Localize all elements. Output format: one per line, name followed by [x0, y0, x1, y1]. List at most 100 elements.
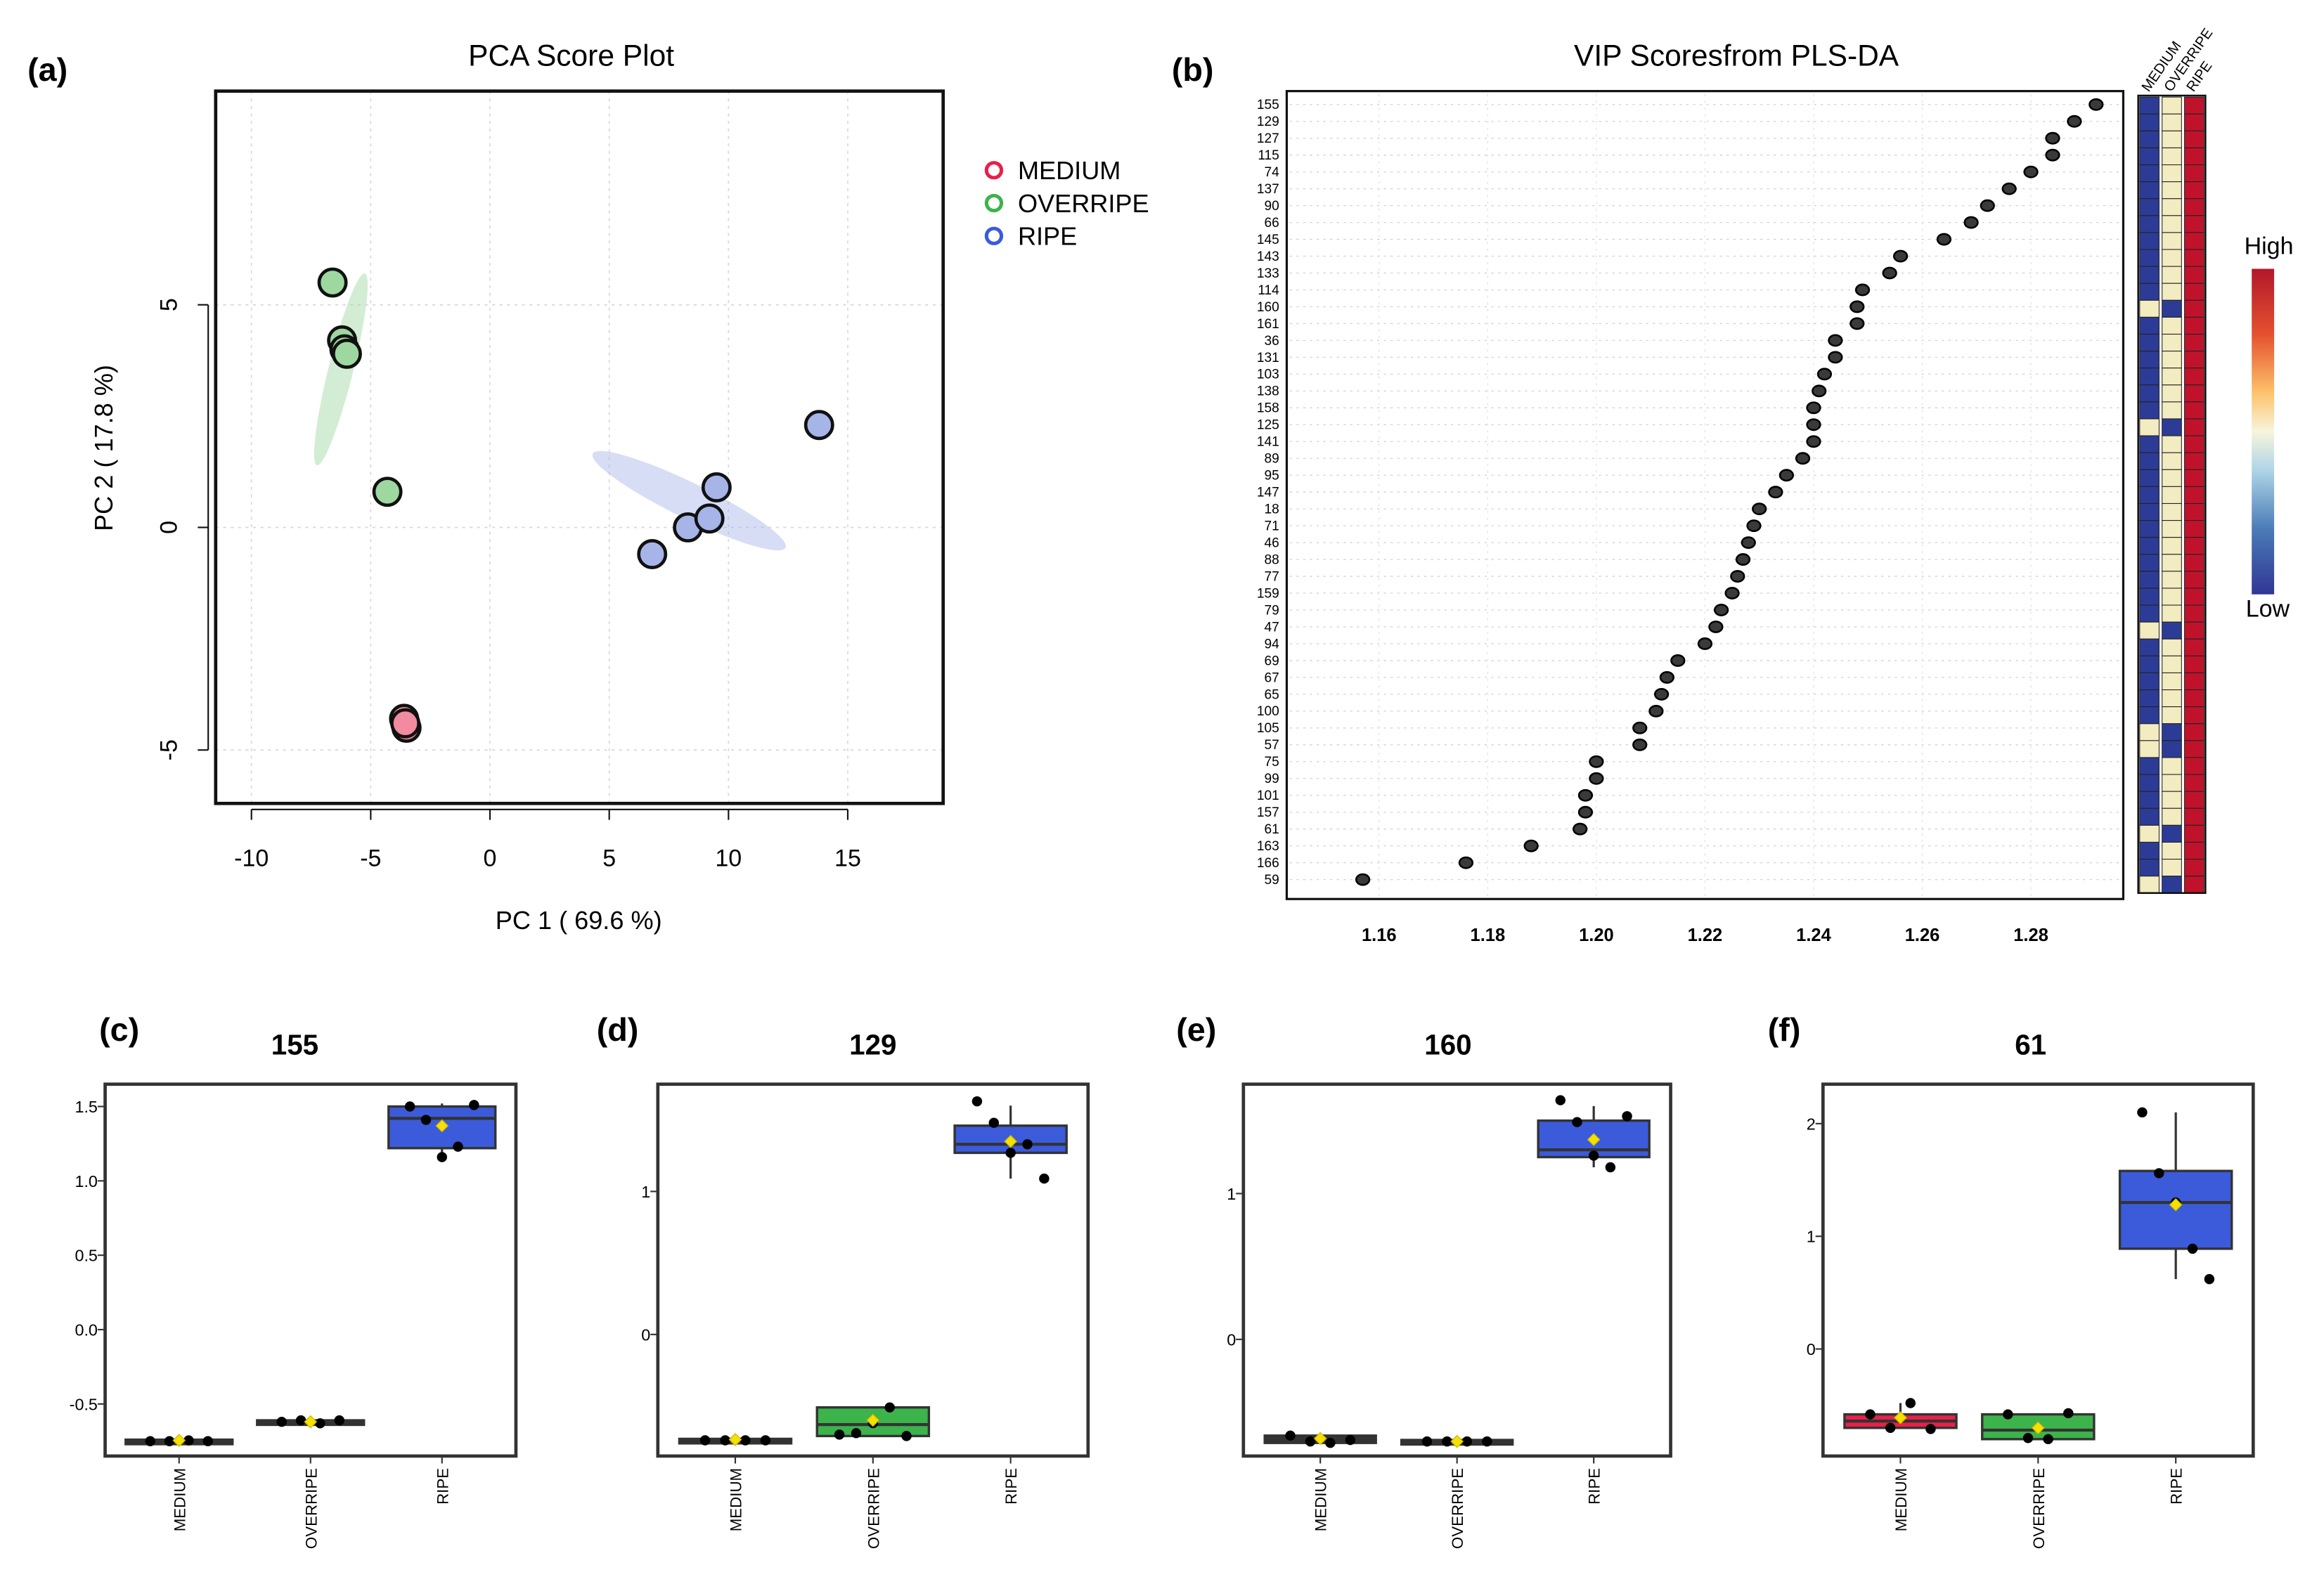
heatmap-cell: [2139, 316, 2160, 335]
heatmap-cell: [2162, 757, 2182, 775]
boxplot-point: [1865, 1409, 1876, 1420]
heatmap-cell: [2162, 96, 2182, 115]
vip-feature-label: 166: [1257, 856, 1279, 871]
boxplot-mean-marker: [1450, 1434, 1464, 1448]
vip-point: [1589, 772, 1604, 785]
boxplot-y-tick-label: 0.5: [75, 1247, 97, 1265]
boxplot-x-tick-label: MEDIUM: [1312, 1468, 1330, 1531]
pca-x-tick-label: 0: [484, 845, 497, 872]
vip-point: [1724, 587, 1740, 599]
heatmap-cell: [2162, 740, 2182, 758]
boxplot-x-tick-label: RIPE: [2168, 1468, 2186, 1505]
heatmap-cell: [2184, 537, 2204, 555]
panel-b-letter: (b): [1172, 51, 1214, 88]
vip-point: [2023, 165, 2039, 179]
heatmap-cell: [2162, 588, 2182, 606]
boxplot-point: [1039, 1173, 1050, 1184]
heatmap-cell: [2139, 621, 2160, 640]
vip-feature-label: 88: [1265, 552, 1279, 567]
heatmap-cell: [2184, 418, 2204, 436]
vip-feature-label: 161: [1257, 317, 1279, 332]
boxplot-point: [2204, 1273, 2215, 1285]
pca-title: PCA Score Plot: [468, 40, 674, 73]
vip-point: [1653, 687, 1670, 701]
boxplot-x-tick-label: OVERRIPE: [2030, 1468, 2048, 1549]
heatmap-cell: [2162, 571, 2182, 589]
heatmap-cell: [2139, 520, 2160, 538]
heatmap-cell: [2162, 283, 2182, 301]
boxplot-y-tick-label: 1: [1807, 1228, 1816, 1246]
heatmap-cell: [2162, 841, 2182, 860]
heatmap-cell: [2184, 723, 2204, 741]
vip-feature-label: 129: [1257, 115, 1279, 129]
pca-point-medium: [390, 708, 421, 739]
heatmap-cell: [2162, 198, 2182, 216]
boxplot-y-tick-label: 1.5: [75, 1098, 97, 1116]
boxplot-mean-marker: [2031, 1421, 2045, 1435]
pca-y-tick-label: 5: [156, 298, 183, 311]
boxplot-y-tick-label: 2: [1807, 1115, 1816, 1133]
heatmap-cell: [2139, 554, 2160, 572]
heatmap-cell: [2162, 672, 2182, 691]
boxplot-point: [720, 1435, 730, 1446]
heatmap-cell: [2162, 486, 2182, 505]
boxplot-x-tick-label: MEDIUM: [727, 1468, 744, 1531]
vip-point: [1589, 755, 1604, 768]
boxplot-point: [760, 1435, 771, 1446]
heatmap-cell: [2184, 588, 2204, 606]
heatmap-cell: [2184, 147, 2204, 166]
panel-e-box: (e) 160 0 1 MEDIUM OVERRIPE RIPE: [1176, 1011, 1672, 1549]
heatmap-cell: [2184, 655, 2204, 674]
vip-x-tick-label: 1.24: [1796, 926, 1831, 945]
vip-point: [1577, 805, 1594, 819]
heatmap-cell: [2162, 384, 2182, 403]
heatmap-cell: [2184, 859, 2204, 877]
heatmap-cell: [2139, 807, 2160, 826]
boxplot-mean-marker: [728, 1433, 742, 1446]
vip-point: [1778, 469, 1794, 482]
vip-x-tick-label: 1.20: [1579, 926, 1614, 945]
boxplot-point: [2003, 1409, 2013, 1420]
vip-feature-label: 69: [1265, 654, 1279, 668]
vip-feature-label: 133: [1257, 266, 1279, 281]
heatmap-cell: [2139, 368, 2160, 386]
vip-point: [1892, 249, 1909, 263]
boxplot-point: [295, 1415, 306, 1426]
vip-feature-label: 61: [1265, 822, 1279, 837]
heatmap-cell: [2184, 435, 2204, 453]
heatmap-cell: [2139, 299, 2160, 318]
heatmap-cell: [2162, 351, 2182, 369]
heatmap-cell: [2184, 876, 2204, 894]
heatmap-cell: [2184, 638, 2204, 656]
heatmap-cell: [2139, 774, 2160, 792]
boxplot-y-tick-label: 1.0: [75, 1172, 97, 1190]
vip-feature-label: 71: [1265, 519, 1279, 534]
heatmap-cell: [2162, 638, 2182, 656]
heatmap-cell: [2184, 672, 2204, 691]
heatmap-cell: [2139, 283, 2160, 301]
box-e-plot: 0 1 MEDIUM OVERRIPE RIPE: [1227, 1082, 1672, 1549]
heatmap-cell: [2162, 689, 2182, 708]
heatmap-cell: [2184, 807, 2204, 826]
heatmap-cell: [2162, 791, 2182, 809]
heatmap-cell: [2139, 384, 2160, 403]
pca-x-label: PC 1 ( 69.6 %): [496, 906, 662, 935]
boxplot-mean-marker: [1004, 1134, 1018, 1148]
boxplot-x-tick-label: OVERRIPE: [1449, 1468, 1466, 1549]
boxplot-point: [2063, 1408, 2074, 1419]
vip-point: [1963, 216, 1979, 229]
heatmap-cell: [2139, 757, 2160, 775]
vip-feature-label: 67: [1265, 670, 1279, 685]
heatmap-cell: [2184, 384, 2204, 403]
boxplot-y-tick-label: 0: [641, 1325, 650, 1344]
pca-point-ripe: [701, 472, 732, 502]
boxplot-point: [1345, 1434, 1356, 1446]
panel-a-letter: (a): [27, 51, 67, 88]
vip-feature-label: 157: [1257, 805, 1279, 820]
vip-feature-label: 115: [1258, 148, 1279, 163]
vip-feature-label: 46: [1265, 536, 1279, 550]
boxplot-point: [2022, 1432, 2034, 1443]
pca-y-tick-label: 0: [156, 521, 183, 534]
